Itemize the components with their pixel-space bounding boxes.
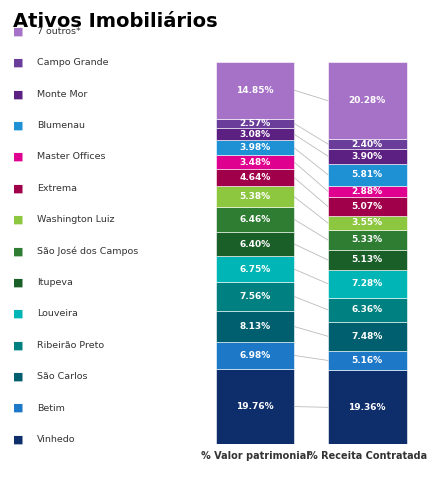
Bar [328, 351, 407, 370]
Text: Extrema: Extrema [37, 184, 77, 193]
Bar [328, 140, 407, 149]
Text: 5.16%: 5.16% [352, 356, 383, 365]
Text: 6.75%: 6.75% [239, 265, 270, 274]
Text: 4.64%: 4.64% [239, 173, 270, 182]
Text: 6.36%: 6.36% [352, 305, 383, 314]
Text: 19.36%: 19.36% [349, 403, 386, 412]
Text: ■: ■ [13, 341, 23, 350]
Text: ■: ■ [13, 372, 23, 382]
Text: ■: ■ [13, 89, 23, 99]
Text: ■: ■ [13, 246, 23, 256]
Text: ■: ■ [13, 184, 23, 193]
Text: 5.13%: 5.13% [352, 256, 383, 265]
Text: ■: ■ [13, 152, 23, 162]
Text: ■: ■ [13, 215, 23, 225]
Text: 6.46%: 6.46% [239, 215, 270, 224]
Text: Betim: Betim [37, 404, 65, 412]
Bar [216, 207, 294, 232]
Text: São José dos Campos: São José dos Campos [37, 246, 138, 256]
Text: ■: ■ [13, 435, 23, 444]
Bar [216, 186, 294, 207]
Text: ■: ■ [13, 27, 23, 36]
Text: 7.28%: 7.28% [352, 279, 383, 288]
Text: 2.57%: 2.57% [239, 119, 270, 128]
Bar [216, 62, 294, 119]
Text: 3.08%: 3.08% [239, 130, 270, 139]
Text: 8.13%: 8.13% [239, 322, 270, 331]
Bar [328, 216, 407, 230]
Text: 20.28%: 20.28% [349, 96, 386, 105]
Bar [216, 140, 294, 156]
Bar [328, 186, 407, 197]
Bar [216, 342, 294, 369]
Text: ■: ■ [13, 121, 23, 130]
Bar [328, 370, 407, 444]
Text: Itupeva: Itupeva [37, 278, 73, 287]
Text: 3.90%: 3.90% [352, 152, 383, 161]
Text: Campo Grande: Campo Grande [37, 58, 108, 67]
Text: Vinhedo: Vinhedo [37, 435, 75, 444]
Text: ■: ■ [13, 58, 23, 68]
Text: ■: ■ [13, 403, 23, 413]
Bar [328, 322, 407, 351]
Bar [216, 256, 294, 282]
Text: 7.48%: 7.48% [352, 332, 383, 341]
Text: 2.40%: 2.40% [352, 140, 383, 149]
Bar [216, 156, 294, 169]
Bar [216, 119, 294, 128]
Bar [328, 250, 407, 270]
Bar [328, 62, 407, 140]
Text: ■: ■ [13, 278, 23, 287]
Bar [216, 128, 294, 140]
Text: Monte Mor: Monte Mor [37, 90, 87, 99]
Text: 6.98%: 6.98% [239, 351, 270, 360]
Text: 6.40%: 6.40% [239, 240, 270, 249]
Text: 2.88%: 2.88% [352, 187, 383, 196]
Bar [328, 230, 407, 250]
Text: 19.76%: 19.76% [236, 402, 274, 411]
Bar [216, 282, 294, 311]
Text: 3.55%: 3.55% [352, 218, 383, 227]
Bar [328, 270, 407, 298]
Text: 5.07%: 5.07% [352, 202, 383, 211]
Text: 5.81%: 5.81% [352, 170, 383, 179]
Bar [328, 197, 407, 216]
Bar [328, 298, 407, 322]
Bar [328, 164, 407, 186]
Text: 3.98%: 3.98% [239, 143, 270, 152]
Text: Ribeirão Preto: Ribeirão Preto [37, 341, 104, 350]
Text: ■: ■ [13, 309, 23, 319]
Text: 5.33%: 5.33% [352, 236, 383, 244]
Text: Ativos Imobiliários: Ativos Imobiliários [13, 12, 218, 31]
Text: Washington Luiz: Washington Luiz [37, 215, 114, 224]
Bar [216, 369, 294, 444]
Text: Blumenau: Blumenau [37, 121, 85, 130]
Bar [216, 169, 294, 186]
Bar [216, 311, 294, 342]
Text: 7.56%: 7.56% [239, 292, 270, 301]
Bar [216, 232, 294, 256]
Text: Master Offices: Master Offices [37, 153, 105, 161]
Text: 5.38%: 5.38% [239, 192, 270, 201]
Text: 14.85%: 14.85% [236, 85, 273, 95]
Text: 3.48%: 3.48% [239, 157, 270, 167]
Text: 7 outros*: 7 outros* [37, 27, 80, 36]
Text: Louveira: Louveira [37, 310, 78, 318]
Text: São Carlos: São Carlos [37, 372, 87, 381]
Bar [328, 149, 407, 164]
